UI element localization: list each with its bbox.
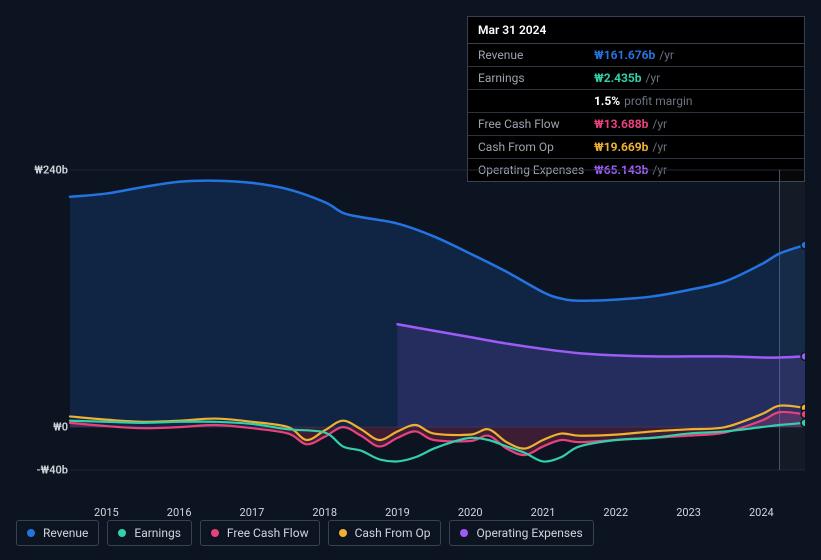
legend-dot [460, 529, 468, 537]
x-tick-label: 2020 [458, 506, 483, 519]
x-tick-label: 2016 [167, 506, 192, 519]
end-marker-earnings [801, 419, 805, 427]
y-tick-label: ₩240b [20, 164, 68, 177]
tooltip-suffix: /yr [652, 117, 667, 131]
legend-label: Operating Expenses [476, 526, 582, 540]
x-tick-label: 2018 [312, 506, 337, 519]
x-tick-label: 2023 [676, 506, 701, 519]
y-tick-label: ₩0 [20, 421, 68, 434]
tooltip-date: Mar 31 2024 [468, 17, 804, 44]
tooltip-row: Free Cash Flow₩13.688b/yr [468, 113, 804, 136]
tooltip-label [478, 94, 594, 108]
tooltip-value: 1.5% [594, 94, 620, 108]
legend-label: Revenue [43, 526, 88, 540]
x-tick-label: 2015 [94, 506, 119, 519]
end-marker-revenue [801, 241, 805, 249]
legend-item-free-cash-flow[interactable]: Free Cash Flow [200, 520, 320, 546]
legend-dot [118, 529, 126, 537]
end-marker-free-cash-flow [801, 410, 805, 418]
legend-label: Earnings [134, 526, 181, 540]
tooltip-value: ₩13.688b [594, 117, 648, 131]
tooltip-suffix: /yr [659, 48, 674, 62]
legend-dot [339, 529, 347, 537]
chart-area[interactable]: ₩240b₩0-₩40b 201520162017201820192020202… [16, 160, 805, 500]
x-tick-label: 2019 [385, 506, 410, 519]
tooltip-value: ₩2.435b [594, 71, 642, 85]
legend-dot [27, 529, 35, 537]
legend-dot [211, 529, 219, 537]
tooltip-label: Cash From Op [478, 140, 594, 154]
tooltip-row: Cash From Op₩19.669b/yr [468, 136, 804, 159]
tooltip-row: Revenue₩161.676b/yr [468, 44, 804, 67]
tooltip-panel: Mar 31 2024 Revenue₩161.676b/yrEarnings₩… [467, 16, 805, 182]
x-tick-label: 2022 [603, 506, 628, 519]
x-tick-label: 2024 [749, 506, 774, 519]
legend-label: Cash From Op [355, 526, 431, 540]
y-tick-label: -₩40b [20, 464, 68, 477]
tooltip-value: ₩19.669b [594, 140, 648, 154]
tooltip-suffix: /yr [646, 71, 661, 85]
tooltip-suffix: /yr [652, 140, 667, 154]
legend-item-revenue[interactable]: Revenue [16, 520, 99, 546]
tooltip-label: Earnings [478, 71, 594, 85]
legend-label: Free Cash Flow [227, 526, 309, 540]
tooltip-label: Free Cash Flow [478, 117, 594, 131]
chart-svg [16, 160, 805, 480]
legend-item-operating-expenses[interactable]: Operating Expenses [449, 520, 593, 546]
x-tick-label: 2021 [531, 506, 556, 519]
tooltip-value: ₩161.676b [594, 48, 655, 62]
tooltip-row: Earnings₩2.435b/yr [468, 67, 804, 90]
tooltip-label: Revenue [478, 48, 594, 62]
legend-item-earnings[interactable]: Earnings [107, 520, 192, 546]
end-marker-operating-expenses [801, 352, 805, 360]
x-tick-label: 2017 [240, 506, 265, 519]
legend: Revenue Earnings Free Cash Flow Cash From O… [16, 520, 594, 546]
legend-item-cash-from-op[interactable]: Cash From Op [328, 520, 442, 546]
tooltip-row: 1.5% profit margin [468, 90, 804, 113]
tooltip-suffix: profit margin [624, 94, 692, 108]
